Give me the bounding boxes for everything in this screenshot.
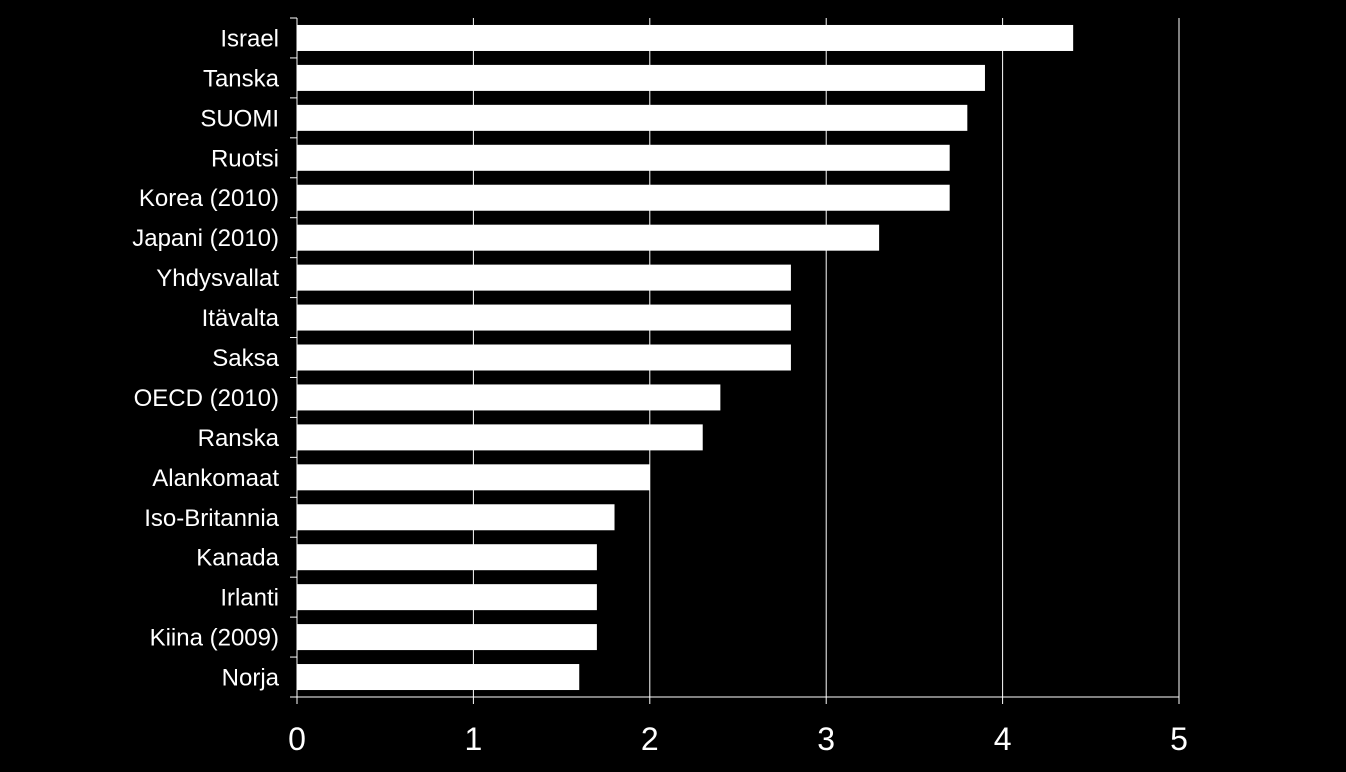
category-label-korea-2010: Korea (2010) xyxy=(139,185,279,212)
category-label-itävalta: Itävalta xyxy=(202,305,280,332)
bar-suomi xyxy=(297,104,968,131)
bar-kiina-2009 xyxy=(297,624,597,651)
category-label-kanada: Kanada xyxy=(196,545,279,572)
category-label-saksa: Saksa xyxy=(212,345,279,372)
bar-israel xyxy=(297,24,1074,51)
bar-saksa xyxy=(297,344,791,371)
bar-kanada xyxy=(297,544,597,571)
x-tick-label-5: 5 xyxy=(1170,721,1188,757)
category-label-norja: Norja xyxy=(222,665,280,692)
category-label-irlanti: Irlanti xyxy=(220,585,279,612)
x-tick-labels: 0 1 2 3 4 5 xyxy=(288,721,1188,757)
category-label-suomi: SUOMI xyxy=(200,105,279,132)
bar-tanska xyxy=(297,64,985,91)
bar-norja xyxy=(297,664,580,691)
bar-irlanti xyxy=(297,584,597,611)
bar-japani-2010 xyxy=(297,224,880,251)
category-label-oecd-2010: OECD (2010) xyxy=(134,385,279,412)
category-label-yhdysvallat: Yhdysvallat xyxy=(156,265,279,292)
bars xyxy=(297,24,1074,691)
x-tick-label-3: 3 xyxy=(817,721,835,757)
category-label-tanska: Tanska xyxy=(203,65,280,92)
x-tick-label-4: 4 xyxy=(994,721,1012,757)
x-tick-label-2: 2 xyxy=(641,721,659,757)
bar-alankomaat xyxy=(297,464,650,491)
x-tick-label-1: 1 xyxy=(465,721,483,757)
category-label-ranska: Ranska xyxy=(198,425,280,452)
category-label-alankomaat: Alankomaat xyxy=(152,465,279,492)
category-label-israel: Israel xyxy=(220,25,279,52)
bar-itävalta xyxy=(297,304,791,331)
bar-iso-britannia xyxy=(297,504,615,531)
category-label-japani-2010: Japani (2010) xyxy=(132,225,279,252)
category-labels: Israel Tanska SUOMI Ruotsi Korea (2010) Japan… xyxy=(132,25,279,691)
bar-oecd-2010 xyxy=(297,384,721,411)
axes xyxy=(290,17,1180,704)
x-tick-label-0: 0 xyxy=(288,721,306,757)
bar-yhdysvallat xyxy=(297,264,791,291)
bar-korea-2010 xyxy=(297,184,950,211)
bar-ruotsi xyxy=(297,144,950,171)
category-label-ruotsi: Ruotsi xyxy=(211,145,279,172)
category-label-iso-britannia: Iso-Britannia xyxy=(144,505,279,532)
bar-ranska xyxy=(297,424,703,451)
category-label-kiina-2009: Kiina (2009) xyxy=(150,625,279,652)
